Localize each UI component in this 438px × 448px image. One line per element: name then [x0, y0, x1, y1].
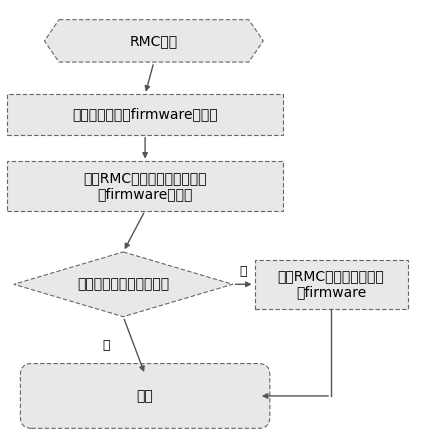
- Text: 结束: 结束: [136, 389, 153, 403]
- Polygon shape: [14, 252, 232, 317]
- Text: 是: 是: [102, 339, 110, 352]
- Polygon shape: [44, 20, 263, 62]
- FancyBboxPatch shape: [7, 161, 283, 211]
- FancyBboxPatch shape: [254, 260, 407, 309]
- Text: 更新RMC中存储的节点中
板firmware: 更新RMC中存储的节点中 板firmware: [277, 269, 384, 299]
- Text: 判断两个版本号是否相同: 判断两个版本号是否相同: [77, 277, 169, 291]
- Text: RMC启动: RMC启动: [130, 34, 177, 48]
- FancyBboxPatch shape: [20, 364, 269, 428]
- Text: 读取RMC文件中存储的节点中
板firmware版本号: 读取RMC文件中存储的节点中 板firmware版本号: [83, 171, 206, 201]
- Text: 否: 否: [239, 265, 247, 278]
- FancyBboxPatch shape: [7, 95, 283, 135]
- Text: 读取节点中板的firmware版本号: 读取节点中板的firmware版本号: [72, 108, 217, 121]
